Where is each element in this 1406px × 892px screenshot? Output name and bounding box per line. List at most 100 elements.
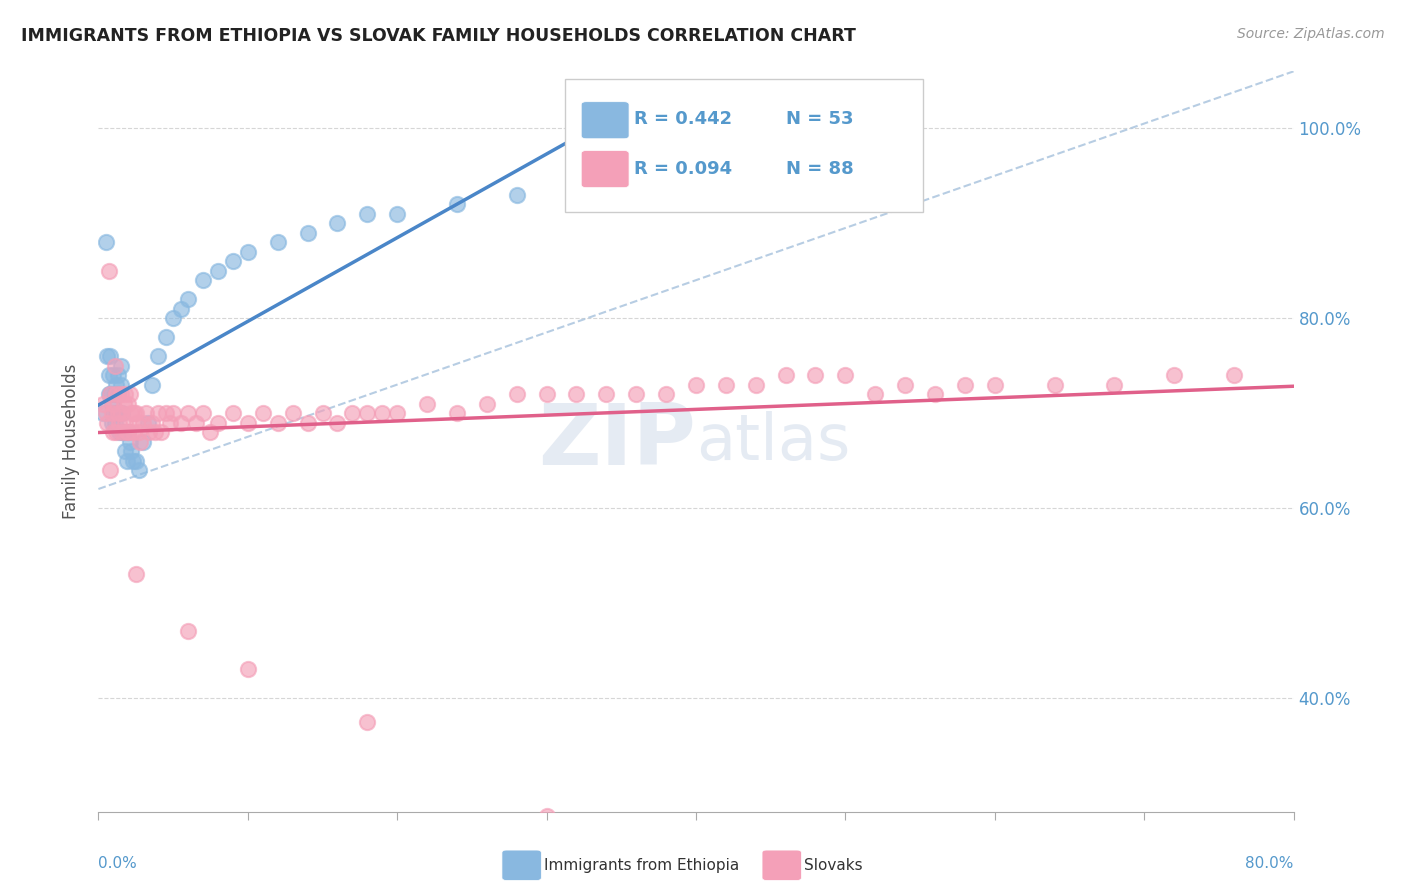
Point bbox=[416, 396, 439, 410]
Point bbox=[356, 714, 378, 729]
Text: N = 88: N = 88 bbox=[786, 160, 853, 178]
Text: R = 0.442: R = 0.442 bbox=[634, 111, 733, 128]
Point bbox=[103, 396, 125, 410]
Point bbox=[236, 244, 259, 259]
Point bbox=[120, 406, 142, 420]
Point bbox=[111, 425, 134, 439]
Point bbox=[135, 406, 157, 420]
Point bbox=[865, 387, 887, 401]
Point bbox=[565, 387, 588, 401]
Point bbox=[110, 377, 132, 392]
Point bbox=[97, 263, 120, 277]
Point bbox=[626, 387, 648, 401]
FancyBboxPatch shape bbox=[565, 78, 924, 212]
Point bbox=[834, 368, 856, 383]
Point bbox=[97, 368, 120, 383]
Point bbox=[91, 406, 114, 420]
Point bbox=[118, 387, 141, 401]
Point bbox=[101, 416, 124, 430]
Point bbox=[110, 359, 132, 373]
Point bbox=[111, 425, 134, 439]
Point bbox=[98, 387, 122, 401]
Point bbox=[107, 406, 129, 420]
Point bbox=[94, 406, 117, 420]
Point bbox=[200, 425, 222, 439]
Point bbox=[141, 377, 163, 392]
Point bbox=[207, 263, 229, 277]
Point bbox=[132, 434, 155, 449]
Point bbox=[117, 396, 139, 410]
Point bbox=[1223, 368, 1246, 383]
Point bbox=[105, 377, 128, 392]
Point bbox=[565, 178, 588, 193]
Point bbox=[311, 406, 333, 420]
Point bbox=[326, 216, 349, 230]
Point bbox=[177, 406, 200, 420]
Point bbox=[267, 235, 290, 250]
Text: atlas: atlas bbox=[696, 410, 851, 473]
Point bbox=[655, 159, 678, 173]
Text: Slovaks: Slovaks bbox=[804, 858, 863, 872]
Point bbox=[685, 377, 707, 392]
Y-axis label: Family Households: Family Households bbox=[62, 364, 80, 519]
FancyBboxPatch shape bbox=[581, 151, 628, 187]
Point bbox=[297, 226, 319, 240]
Point bbox=[804, 368, 827, 383]
Point bbox=[356, 406, 378, 420]
Point bbox=[125, 567, 148, 582]
Point bbox=[506, 387, 529, 401]
Point bbox=[110, 406, 132, 420]
Point bbox=[236, 416, 259, 430]
Point bbox=[506, 187, 529, 202]
Point bbox=[103, 406, 125, 420]
Point bbox=[112, 396, 135, 410]
Point bbox=[127, 416, 149, 430]
Point bbox=[98, 349, 122, 363]
Point bbox=[105, 406, 128, 420]
Point bbox=[105, 387, 128, 401]
Point bbox=[132, 416, 155, 430]
Point bbox=[1043, 377, 1066, 392]
Point bbox=[91, 396, 114, 410]
Point bbox=[105, 425, 128, 439]
Point bbox=[1104, 377, 1126, 392]
Point bbox=[103, 425, 125, 439]
Point bbox=[385, 406, 409, 420]
Point bbox=[108, 425, 131, 439]
Point bbox=[107, 368, 129, 383]
Point bbox=[114, 444, 136, 458]
Point bbox=[96, 349, 118, 363]
Point bbox=[953, 377, 976, 392]
Point bbox=[114, 416, 136, 430]
Point bbox=[536, 809, 558, 823]
Point bbox=[446, 197, 468, 211]
Point bbox=[128, 425, 150, 439]
Text: IMMIGRANTS FROM ETHIOPIA VS SLOVAK FAMILY HOUSEHOLDS CORRELATION CHART: IMMIGRANTS FROM ETHIOPIA VS SLOVAK FAMIL… bbox=[21, 27, 856, 45]
Point bbox=[714, 377, 737, 392]
Point bbox=[107, 387, 129, 401]
Point bbox=[162, 311, 184, 326]
Point bbox=[94, 235, 117, 250]
Point bbox=[104, 387, 127, 401]
Text: Immigrants from Ethiopia: Immigrants from Ethiopia bbox=[544, 858, 740, 872]
Point bbox=[169, 416, 191, 430]
Point bbox=[136, 416, 159, 430]
Point bbox=[297, 416, 319, 430]
Point bbox=[446, 406, 468, 420]
Point bbox=[108, 416, 131, 430]
Point bbox=[169, 301, 191, 316]
Text: N = 53: N = 53 bbox=[786, 111, 853, 128]
Point bbox=[177, 624, 200, 639]
Point bbox=[128, 463, 150, 477]
Point bbox=[371, 406, 394, 420]
Point bbox=[207, 416, 229, 430]
Text: 0.0%: 0.0% bbox=[98, 856, 138, 871]
Point bbox=[125, 406, 148, 420]
Point bbox=[775, 368, 797, 383]
Point bbox=[120, 444, 142, 458]
Point bbox=[252, 406, 274, 420]
Point bbox=[222, 254, 245, 268]
Point bbox=[104, 416, 127, 430]
Point bbox=[162, 406, 184, 420]
Point bbox=[356, 207, 378, 221]
